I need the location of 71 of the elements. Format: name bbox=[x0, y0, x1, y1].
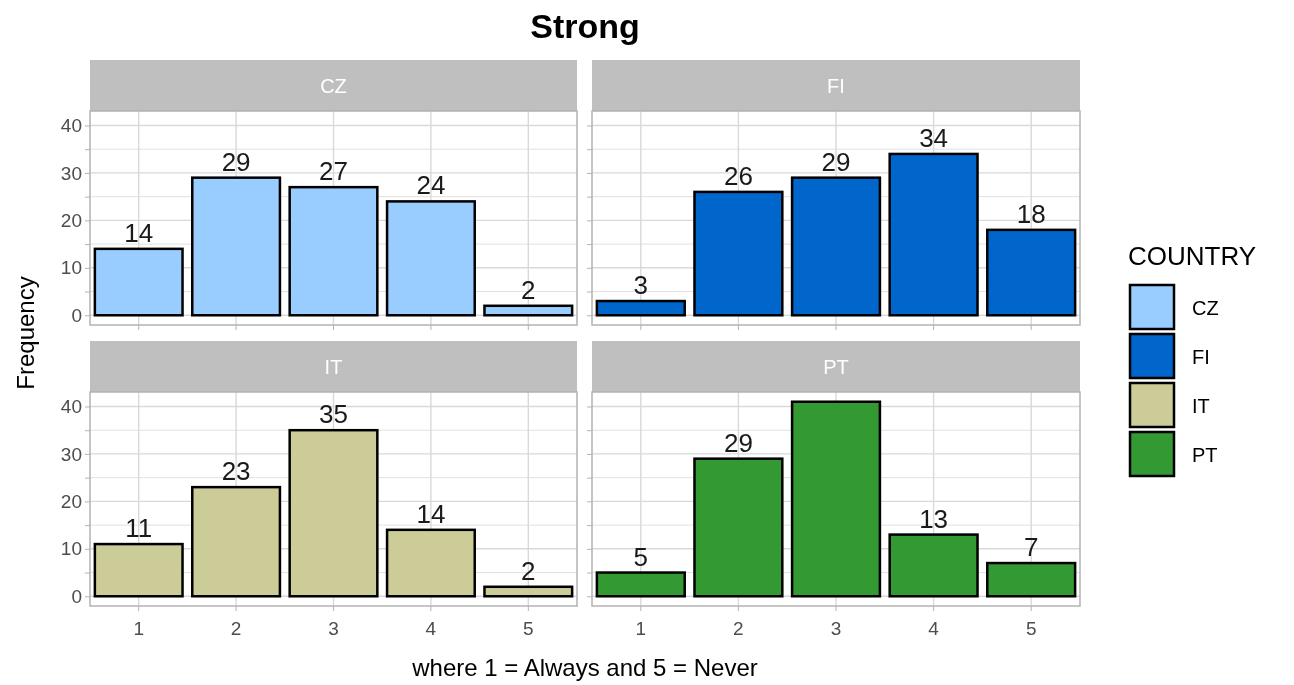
data-label: 23 bbox=[221, 456, 251, 487]
chart-subtitle: CZ bbox=[320, 74, 347, 97]
bar bbox=[385, 200, 476, 317]
data-label: 29 bbox=[221, 146, 251, 177]
y-tick-label: 0 bbox=[71, 304, 82, 326]
chart-subtitle: IT bbox=[324, 355, 343, 378]
data-label: 5 bbox=[633, 541, 649, 572]
legend-label: IT bbox=[1192, 395, 1210, 417]
x-tick-label: 4 bbox=[425, 617, 437, 639]
x-tick-label: 2 bbox=[230, 617, 242, 639]
bar bbox=[483, 585, 574, 598]
y-tick-label: 30 bbox=[60, 443, 82, 465]
bar bbox=[693, 457, 784, 598]
x-tick-label: 1 bbox=[635, 617, 647, 639]
legend-label: CZ bbox=[1192, 297, 1219, 319]
chart-subtitle: FI bbox=[827, 74, 845, 97]
y-axis-title: Frequency bbox=[12, 276, 39, 390]
bar bbox=[191, 485, 282, 598]
bar bbox=[595, 571, 686, 598]
x-tick-label: 2 bbox=[733, 617, 744, 639]
legend-label: FI bbox=[1192, 346, 1210, 368]
data-label: 35 bbox=[319, 399, 348, 430]
bar bbox=[595, 299, 686, 317]
legend-title: COUNTRY bbox=[1128, 241, 1257, 271]
data-label: 2 bbox=[521, 555, 536, 586]
y-tick-label: 20 bbox=[60, 490, 82, 512]
x-tick-label: 5 bbox=[1025, 617, 1037, 639]
bar bbox=[288, 428, 379, 598]
y-tick-label: 10 bbox=[60, 257, 82, 279]
y-tick-label: 40 bbox=[60, 115, 82, 137]
data-label: 18 bbox=[1016, 198, 1046, 229]
y-tick-label: 10 bbox=[60, 538, 82, 560]
chart-title: Strong bbox=[530, 7, 640, 45]
x-tick-label: 4 bbox=[928, 617, 940, 639]
x-axis-title: where 1 = Always and 5 = Never bbox=[411, 654, 758, 681]
data-label: 24 bbox=[416, 170, 446, 201]
x-tick-label: 5 bbox=[523, 617, 534, 639]
data-label: 29 bbox=[723, 427, 753, 458]
data-label: 14 bbox=[124, 217, 154, 248]
bar bbox=[986, 561, 1077, 598]
x-tick-label: 3 bbox=[328, 617, 339, 639]
bar bbox=[888, 533, 979, 598]
bar bbox=[385, 528, 476, 598]
data-label: 7 bbox=[1023, 532, 1039, 563]
y-tick-label: 40 bbox=[60, 396, 82, 418]
y-tick-label: 20 bbox=[60, 209, 82, 231]
x-tick-label: 3 bbox=[830, 617, 842, 639]
bar bbox=[790, 176, 882, 317]
bar bbox=[288, 185, 379, 317]
bar bbox=[888, 152, 979, 317]
data-label: 11 bbox=[125, 513, 153, 544]
legend-label: PT bbox=[1192, 444, 1218, 466]
data-label: 14 bbox=[416, 498, 446, 529]
bar bbox=[93, 542, 184, 598]
bar bbox=[693, 190, 784, 317]
bar bbox=[790, 400, 882, 598]
data-label: 26 bbox=[723, 160, 753, 191]
data-label: 13 bbox=[919, 503, 949, 534]
data-label: 27 bbox=[319, 156, 348, 187]
bar bbox=[191, 176, 282, 317]
data-label: 34 bbox=[919, 122, 949, 153]
bar bbox=[483, 304, 574, 317]
chart-subtitle: PT bbox=[823, 355, 849, 378]
y-tick-label: 30 bbox=[60, 162, 82, 184]
data-label: 2 bbox=[521, 274, 536, 305]
data-label: 3 bbox=[633, 270, 649, 301]
data-label: 29 bbox=[821, 146, 851, 177]
bar bbox=[986, 228, 1077, 317]
y-tick-label: 0 bbox=[71, 585, 82, 607]
bar bbox=[93, 247, 184, 317]
x-tick-label: 1 bbox=[133, 617, 144, 639]
